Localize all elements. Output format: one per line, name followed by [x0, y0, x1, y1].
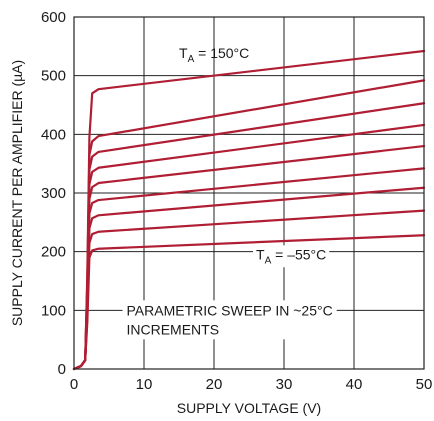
- x-axis-label: SUPPLY VOLTAGE (V): [177, 400, 321, 416]
- y-tick-label: 500: [41, 68, 66, 85]
- y-tick-label: 400: [41, 126, 66, 143]
- x-tick-label: 10: [136, 376, 153, 393]
- x-tick-label: 0: [70, 376, 78, 393]
- annotations: TA = 150°C TA = –55°C PARAMETRIC SWEEP IN …: [122, 45, 337, 340]
- sweep-note: PARAMETRIC SWEEP IN ~25°C INCREMENTS: [122, 300, 337, 340]
- x-tick-label: 50: [416, 376, 433, 393]
- sweep-note-line-2: INCREMENTS: [127, 321, 220, 337]
- sweep-note-line-1: PARAMETRIC SWEEP IN ~25°C: [127, 302, 333, 318]
- y-tick-label: 200: [41, 244, 66, 261]
- y-tick-label: 0: [58, 361, 66, 378]
- series-curves: [72, 49, 426, 371]
- sweep-note-background: [122, 300, 337, 340]
- annotation-background: [253, 245, 330, 268]
- x-tick-label: 40: [346, 376, 363, 393]
- y-tick-label: 600: [41, 9, 66, 26]
- x-tick-label: 30: [276, 376, 293, 393]
- series-line-2: [72, 209, 426, 371]
- y-axis-label: SUPPLY CURRENT PER AMPLIFIER (µA): [9, 60, 25, 326]
- plot-frame: [73, 16, 425, 370]
- x-tick-label: 20: [206, 376, 223, 393]
- y-tick-label: 100: [41, 302, 66, 319]
- annotation-150c: TA = 150°C: [179, 45, 249, 65]
- y-tick-label: 300: [41, 185, 66, 202]
- series-line-9: [72, 49, 426, 371]
- annotation-minus55c: TA = –55°C: [256, 246, 326, 266]
